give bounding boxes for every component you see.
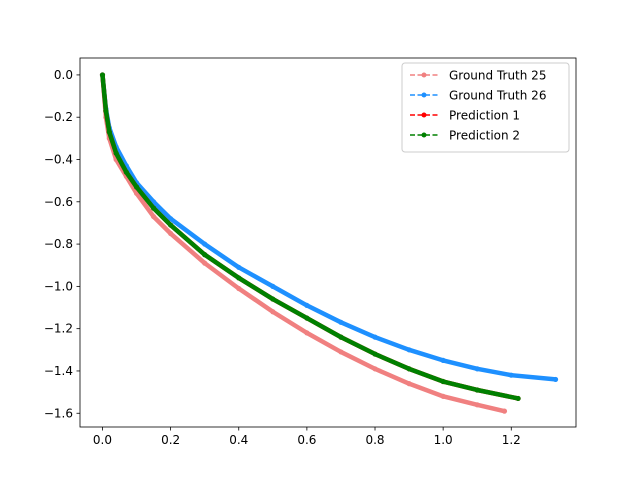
legend-swatch-marker (421, 132, 427, 138)
data-point (270, 296, 276, 302)
data-point (202, 252, 208, 258)
series-line (100, 72, 507, 414)
y-tick-label: −0.8 (44, 237, 73, 251)
data-point (202, 241, 208, 247)
data-point (236, 275, 242, 281)
data-point (236, 285, 242, 292)
data-point (501, 408, 508, 414)
legend-label: Ground Truth 26 (449, 89, 546, 103)
x-tick-label: 0.6 (297, 433, 316, 447)
y-tick-label: −0.2 (44, 110, 73, 124)
x-tick-label: 1.0 (434, 433, 453, 447)
series-layer (99, 72, 559, 414)
data-point (106, 129, 112, 135)
data-point (103, 108, 109, 114)
y-tick-label: −1.2 (44, 322, 73, 336)
data-point (304, 302, 310, 309)
data-point (338, 319, 344, 325)
legend-swatch-marker (421, 92, 427, 98)
data-point (440, 357, 446, 363)
legend-label: Ground Truth 25 (449, 69, 546, 83)
data-point (168, 230, 174, 237)
legend-swatch-marker (421, 72, 427, 78)
legend-item: Ground Truth 25 (410, 69, 546, 83)
data-point (372, 351, 378, 357)
data-point (236, 264, 242, 270)
series-line (100, 72, 521, 401)
x-tick-label: 0.0 (93, 433, 112, 447)
data-point (440, 378, 446, 385)
y-tick-label: −1.0 (44, 279, 73, 293)
data-point (406, 366, 412, 372)
data-point (168, 222, 174, 228)
legend-item: Prediction 2 (410, 129, 520, 143)
data-point (474, 402, 480, 408)
x-tick-label: 0.2 (161, 433, 180, 447)
data-point (508, 372, 514, 378)
legend-item: Prediction 1 (410, 109, 520, 123)
data-point (406, 347, 412, 353)
x-tick-label: 1.2 (502, 433, 521, 447)
y-tick-label: −0.6 (44, 195, 73, 209)
data-point (372, 334, 378, 340)
legend-frame (401, 62, 570, 153)
legend-label: Prediction 1 (449, 109, 520, 123)
data-point (515, 395, 521, 402)
data-point (270, 283, 276, 289)
data-point (406, 381, 412, 387)
data-point (304, 330, 310, 336)
data-point (440, 393, 446, 399)
data-point (133, 184, 140, 190)
data-point (123, 169, 129, 175)
data-point (338, 349, 344, 355)
y-tick-label: −0.4 (44, 153, 73, 167)
data-point (552, 376, 559, 383)
x-tick-label: 0.4 (229, 433, 248, 447)
data-point (474, 387, 480, 393)
data-point (304, 315, 310, 321)
y-tick-label: −1.4 (44, 364, 73, 378)
x-axis: 0.0 0.2 0.4 0.6 0.8 1.0 1.2 (93, 427, 521, 447)
legend-item: Ground Truth 26 (410, 89, 546, 103)
data-point (372, 366, 378, 372)
data-point (168, 216, 174, 222)
data-point (202, 260, 208, 266)
data-point (474, 366, 480, 372)
data-point (150, 213, 157, 220)
legend-label: Prediction 2 (449, 129, 520, 143)
y-axis: 0.0 −0.2 −0.4 −0.6 −0.8 −1.0 −1.2 −1.4 −1.6 (44, 68, 80, 420)
series-prediction-2 (99, 72, 521, 402)
legend-swatch-marker (421, 112, 427, 118)
data-point (338, 334, 344, 340)
legend: Ground Truth 25 Ground Truth 26 Prediction… (401, 62, 570, 153)
x-tick-label: 0.8 (365, 433, 384, 447)
data-point (150, 205, 157, 211)
y-tick-label: 0.0 (54, 68, 73, 82)
y-tick-label: −1.6 (44, 406, 73, 420)
data-point (99, 72, 106, 78)
axes-frame (79, 57, 577, 428)
data-point (270, 309, 276, 315)
data-point (113, 150, 119, 156)
